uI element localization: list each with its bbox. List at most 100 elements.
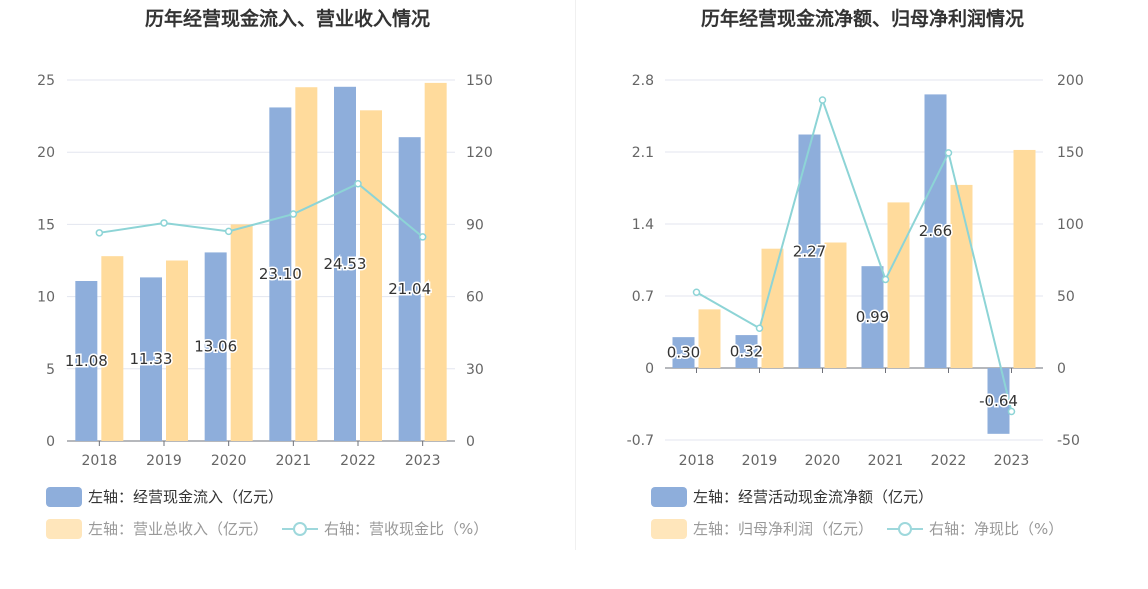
x-tick-label: 2022 — [340, 453, 376, 469]
legend-label: 左轴：归母净利润（亿元） — [693, 520, 874, 538]
y-left-tick-label: 2.8 — [632, 73, 654, 89]
bar-series-2 — [295, 87, 318, 441]
line-marker-icon — [282, 519, 319, 539]
x-tick-label: 2021 — [276, 453, 312, 469]
bar-series-2 — [887, 202, 910, 368]
bar-data-label: 0.32 — [730, 343, 763, 361]
line-point — [224, 227, 233, 236]
bar-data-label: 2.27 — [793, 242, 826, 260]
line-marker-icon — [887, 519, 924, 539]
line-point — [1007, 407, 1016, 416]
legend-item-revenue[interactable]: 左轴：营业总收入（亿元） — [46, 518, 269, 539]
bar-series-2 — [424, 82, 447, 441]
x-tick-label: 2020 — [805, 453, 841, 469]
line-point — [881, 275, 890, 284]
line-point — [944, 149, 953, 157]
bar-series-1 — [75, 281, 98, 441]
bar-series-1 — [672, 337, 695, 368]
x-tick-label: 2019 — [146, 453, 182, 469]
y-right-tick-label: 150 — [1057, 145, 1084, 161]
legend-item-net-profit[interactable]: 左轴：归母净利润（亿元） — [651, 518, 874, 539]
y-left-tick-label: 0 — [46, 434, 55, 450]
bar-data-label: 23.10 — [259, 265, 302, 283]
bar-series-1 — [735, 335, 758, 368]
x-tick-label: 2018 — [679, 453, 715, 469]
y-right-tick-label: 90 — [466, 217, 484, 233]
x-tick-label: 2019 — [742, 453, 778, 469]
x-tick-label: 2020 — [211, 453, 247, 469]
bar-data-label: -0.64 — [979, 392, 1018, 410]
bar-data-label: 24.53 — [324, 255, 367, 273]
bar-data-label: 11.33 — [130, 350, 173, 368]
legend-label: 左轴：营业总收入（亿元） — [88, 520, 269, 538]
legend-swatch — [651, 518, 687, 539]
bar-series-2 — [1013, 149, 1036, 368]
bar-data-label: 0.99 — [856, 308, 889, 326]
bar-series-2 — [761, 248, 784, 368]
y-right-tick-label: 200 — [1057, 73, 1084, 89]
legend-swatch — [46, 486, 82, 507]
legend-label: 左轴：经营现金流入（亿元） — [88, 488, 284, 506]
y-left-tick-label: 1.4 — [632, 217, 654, 233]
bar-series-1 — [204, 252, 227, 441]
legend-item-cash-ratio[interactable]: 右轴：营收现金比（%） — [268, 519, 489, 539]
legend-item-net-cash-ratio[interactable]: 右轴：净现比（%） — [873, 519, 1064, 539]
bar-series-1 — [334, 86, 356, 441]
legend-label: 右轴：营收现金比（%） — [324, 520, 489, 538]
bar-series-2 — [166, 260, 188, 441]
line-point — [95, 229, 104, 237]
bar-series-1 — [798, 134, 821, 368]
bar-data-label: 21.04 — [388, 280, 431, 298]
legend-row-2: 左轴：归母净利润（亿元） 右轴：净现比（%） — [651, 518, 1063, 539]
y-left-tick-label: 25 — [37, 73, 55, 89]
y-right-tick-label: 150 — [466, 73, 493, 89]
y-right-tick-label: 60 — [466, 290, 484, 306]
y-right-tick-label: 50 — [1057, 289, 1075, 305]
net-cashflow-profit-panel: 历年经营现金流净额、归母净利润情况 -0.7 -50 0 0 0.7 50 1.4 100 2.… — [577, 0, 1148, 555]
line-point — [418, 233, 427, 241]
bar-series-1 — [861, 266, 884, 368]
x-tick-label: 2022 — [931, 453, 967, 469]
bar-series-2 — [101, 256, 124, 441]
legend-swatch — [46, 518, 82, 539]
chart-title: 历年经营现金流净额、归母净利润情况 — [700, 8, 1024, 30]
bar-data-label: 13.06 — [194, 338, 237, 356]
cash-inflow-revenue-panel: 历年经营现金流入、营业收入情况 0 0 5 30 10 60 15 90 20 120 25 150 2… — [0, 0, 575, 555]
bar-series-1 — [269, 107, 292, 441]
x-tick-label: 2023 — [994, 453, 1030, 469]
line-series — [696, 96, 1013, 412]
x-tick-label: 2018 — [82, 453, 118, 469]
line-point — [692, 288, 701, 297]
y-right-tick-label: -50 — [1057, 433, 1080, 449]
legend-item-net-cashflow[interactable]: 左轴：经营活动现金流净额（亿元） — [651, 486, 933, 507]
x-tick-label: 2021 — [868, 453, 904, 469]
y-left-tick-label: 0.7 — [632, 289, 654, 305]
legend-item-cash-inflow[interactable]: 左轴：经营现金流入（亿元） — [46, 486, 283, 507]
bar-series-1 — [924, 94, 947, 369]
y-right-tick-label: 100 — [1057, 217, 1084, 233]
bar-data-label: 11.08 — [65, 352, 108, 370]
y-right-tick-label: 30 — [466, 362, 484, 378]
legend-label: 右轴：净现比（%） — [929, 520, 1064, 538]
x-tick-label: 2023 — [405, 453, 441, 469]
bar-series-2 — [360, 110, 382, 441]
y-left-tick-label: 0 — [645, 361, 654, 377]
bar-series-2 — [698, 309, 721, 368]
line-point — [755, 324, 764, 333]
net-cashflow-profit-chart: -0.7 -50 0 0 0.7 50 1.4 100 2.1 150 2.8 200 2018 2019… — [627, 73, 1084, 469]
bar-series-2 — [950, 184, 973, 368]
bar-series-1 — [140, 277, 162, 441]
y-left-tick-label: 2.1 — [632, 145, 654, 161]
y-left-tick-label: 5 — [46, 362, 55, 378]
legend-swatch — [651, 486, 687, 507]
y-left-tick-label: 20 — [37, 145, 55, 161]
line-point — [160, 219, 168, 227]
y-left-tick-label: 15 — [37, 217, 55, 233]
line-series — [99, 182, 424, 238]
y-left-tick-label: -0.7 — [627, 433, 654, 449]
bar-series-2 — [824, 242, 847, 368]
y-right-tick-label: 0 — [1057, 361, 1066, 377]
y-right-tick-label: 120 — [466, 145, 493, 161]
bar-series-1 — [398, 137, 421, 441]
